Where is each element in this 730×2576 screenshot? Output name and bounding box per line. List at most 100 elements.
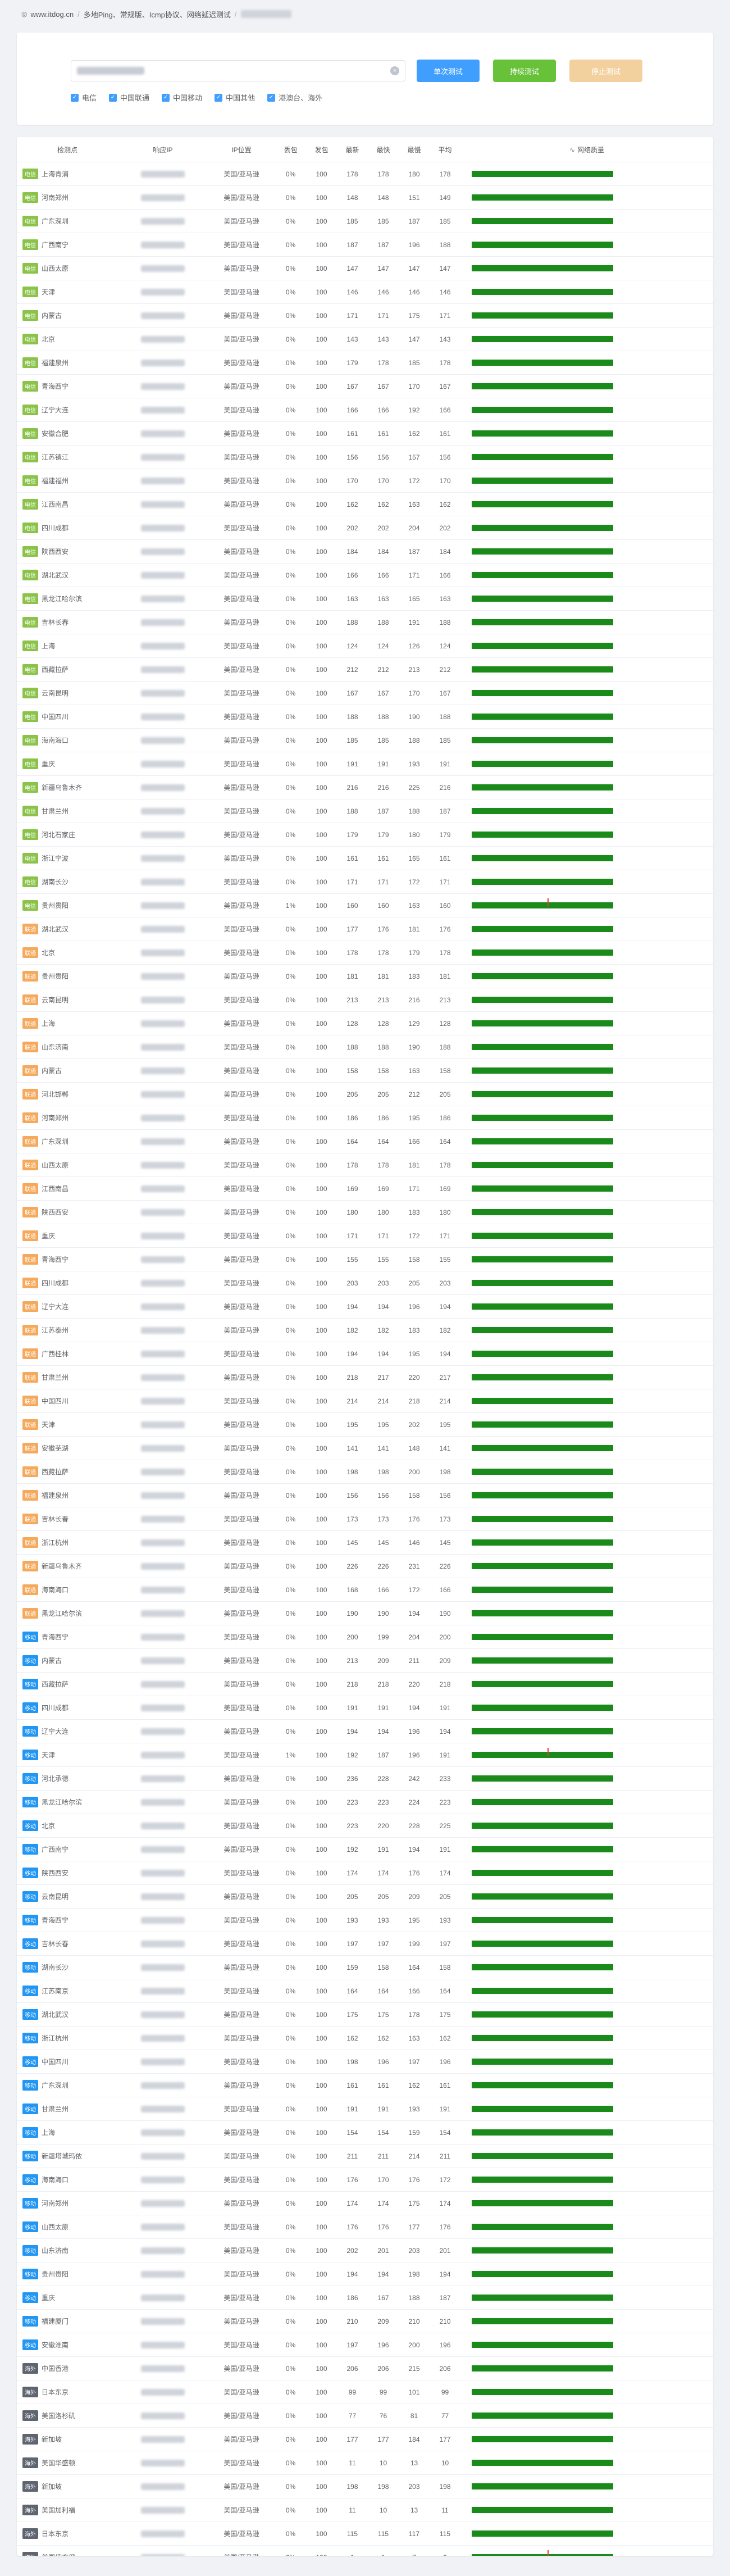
fastest-cell: 158 <box>368 1058 399 1083</box>
latest-cell: 178 <box>337 941 368 965</box>
header-latest[interactable]: 最新 <box>337 137 368 162</box>
table-row: 移动 中国四川 美国/亚马逊 0% 100 198 196 197 196 <box>17 2050 713 2074</box>
sent-cell: 100 <box>306 2215 337 2239</box>
isp-badge: 电信 <box>22 900 38 911</box>
checkbox-icon[interactable]: ✓ <box>215 93 223 102</box>
target-input[interactable]: × <box>71 60 405 81</box>
location-cell: 联通 江苏泰州 <box>17 1318 118 1342</box>
city-name: 浙江杭州 <box>42 1539 69 1547</box>
slowest-cell: 146 <box>399 280 430 304</box>
fastest-cell: 196 <box>368 2050 399 2074</box>
quality-bar <box>472 383 613 389</box>
ip-blurred <box>141 1870 185 1877</box>
quality-bar <box>472 194 613 201</box>
ip-cell <box>118 1625 208 1649</box>
quality-cell <box>460 1224 713 1248</box>
latest-cell: 213 <box>337 988 368 1012</box>
clear-icon[interactable]: × <box>390 66 399 75</box>
results-panel: 检测点 响应IP IP位置 丢包 发包 最新 最快 最慢 平均 ∿ 网络质量 电信… <box>17 137 713 2556</box>
loss-cell: 0% <box>275 233 306 257</box>
header-sent[interactable]: 发包 <box>306 137 337 162</box>
header-ip[interactable]: 响应IP <box>118 137 208 162</box>
breadcrumb-page[interactable]: 多地Ping、常规版、Icmp协议、网络延迟测试 <box>83 10 231 19</box>
latest-cell: 162 <box>337 492 368 516</box>
fastest-cell: 203 <box>368 1271 399 1295</box>
location-cell: 联通 中国四川 <box>17 1389 118 1413</box>
latest-cell: 212 <box>337 657 368 682</box>
average-cell: 211 <box>430 2144 460 2168</box>
header-average[interactable]: 平均 <box>430 137 460 162</box>
latest-cell: 156 <box>337 1483 368 1507</box>
city-name: 新疆塔城玛依 <box>42 2152 83 2160</box>
header-fastest[interactable]: 最快 <box>368 137 399 162</box>
sent-cell: 100 <box>306 1672 337 1696</box>
average-cell: 217 <box>430 1365 460 1389</box>
ip-location-cell: 美国/亚马逊 <box>208 2026 275 2050</box>
latest-cell: 218 <box>337 1672 368 1696</box>
header-quality[interactable]: ∿ 网络质量 <box>460 137 713 162</box>
filter-unicom[interactable]: ✓ 中国联通 <box>109 92 149 103</box>
ip-blurred <box>141 1067 185 1075</box>
latest-cell: 206 <box>337 2356 368 2380</box>
checkbox-icon[interactable]: ✓ <box>267 93 276 102</box>
filter-mobile[interactable]: ✓ 中国移动 <box>162 92 202 103</box>
quality-bar <box>472 1233 613 1239</box>
stop-test-button[interactable]: 停止测试 <box>569 60 642 82</box>
sent-cell: 100 <box>306 1743 337 1767</box>
loss-cell: 0% <box>275 2191 306 2215</box>
header-slowest[interactable]: 最慢 <box>399 137 430 162</box>
quality-cell <box>460 681 713 705</box>
quality-bar <box>472 501 613 507</box>
isp-badge: 电信 <box>22 640 38 651</box>
location-cell: 电信 江西南昌 <box>17 492 118 516</box>
sent-cell: 100 <box>306 209 337 233</box>
loss-cell: 0% <box>275 1035 306 1059</box>
checkbox-icon[interactable]: ✓ <box>109 93 117 102</box>
filter-telecom[interactable]: ✓ 电信 <box>71 92 97 103</box>
ip-location-cell: 美国/亚马逊 <box>208 1554 275 1578</box>
single-test-button[interactable]: 单次测试 <box>417 60 480 82</box>
quality-bar <box>472 265 613 271</box>
header-location[interactable]: 检测点 <box>17 137 118 162</box>
average-cell: 193 <box>430 1908 460 1932</box>
continuous-test-button[interactable]: 持续测试 <box>493 60 556 82</box>
fastest-cell: 205 <box>368 1082 399 1106</box>
city-name: 湖南长沙 <box>42 1964 69 1971</box>
isp-badge: 联通 <box>22 1325 38 1335</box>
quality-cell <box>460 1884 713 1909</box>
city-name: 江苏镇江 <box>42 453 69 461</box>
fastest-cell: 187 <box>368 799 399 823</box>
ip-cell <box>118 752 208 776</box>
quality-cell <box>460 351 713 375</box>
header-loss[interactable]: 丢包 <box>275 137 306 162</box>
filter-overseas[interactable]: ✓ 港澳台、海外 <box>267 92 322 103</box>
quality-cell <box>460 1082 713 1106</box>
breadcrumb-home[interactable]: www.itdog.cn <box>30 10 74 19</box>
checkbox-icon[interactable]: ✓ <box>71 93 79 102</box>
sent-cell: 100 <box>306 2262 337 2286</box>
latest-cell: 179 <box>337 351 368 375</box>
header-ip-location[interactable]: IP位置 <box>208 137 275 162</box>
average-cell: 191 <box>430 1837 460 1861</box>
location-cell: 移动 上海 <box>17 2120 118 2145</box>
city-name: 广东深圳 <box>42 217 69 225</box>
ip-cell <box>118 1412 208 1437</box>
sent-cell: 100 <box>306 2404 337 2428</box>
quality-bar <box>472 1846 613 1852</box>
ip-blurred <box>141 2483 185 2491</box>
filter-label: 中国移动 <box>173 94 203 102</box>
ip-cell <box>118 516 208 540</box>
location-cell: 电信 黑龙江哈尔滨 <box>17 587 118 611</box>
location-cell: 海外 新加坡 <box>17 2474 118 2498</box>
isp-badge: 移动 <box>22 1702 38 1713</box>
city-name: 青海西宁 <box>42 383 69 390</box>
quality-cell <box>460 964 713 988</box>
filter-other[interactable]: ✓ 中国其他 <box>215 92 255 103</box>
average-cell: 202 <box>430 516 460 540</box>
location-cell: 移动 湖南长沙 <box>17 1955 118 1979</box>
sent-cell: 100 <box>306 1460 337 1484</box>
table-row: 电信 山西太原 美国/亚马逊 0% 100 147 147 147 147 <box>17 256 713 280</box>
ip-location-cell: 美国/亚马逊 <box>208 1790 275 1814</box>
slowest-cell: 220 <box>399 1365 430 1389</box>
checkbox-icon[interactable]: ✓ <box>162 93 170 102</box>
